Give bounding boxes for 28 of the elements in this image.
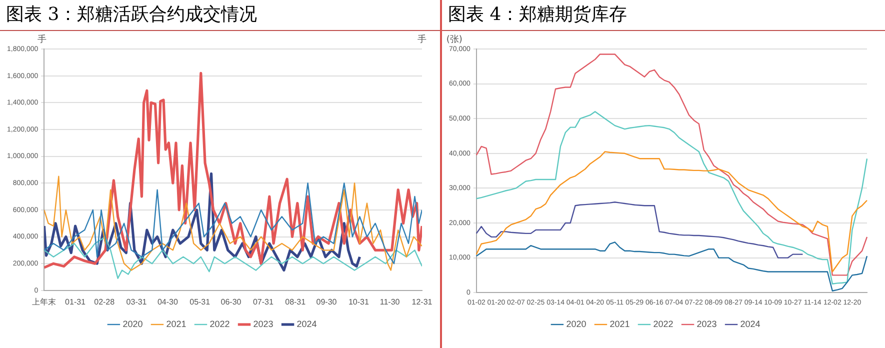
x-tick-label: 04-30 (157, 297, 178, 306)
legend-label: 2021 (166, 318, 186, 329)
x-tick-label: 08-31 (285, 297, 306, 306)
legend-label: 2022 (653, 318, 674, 329)
legend-label: 2023 (253, 318, 274, 329)
x-tick-label: 02-28 (94, 297, 116, 306)
x-tick-label: 03-31 (126, 297, 148, 306)
legend-label: 2023 (696, 318, 717, 329)
text: 手 (418, 34, 426, 45)
legend-label: 2020 (566, 318, 586, 329)
x-tick-label: 06-30 (220, 297, 242, 306)
y-axis-title: 手 (38, 34, 47, 45)
chart-title: 图表 4：郑糖期货库存 (442, 0, 885, 31)
x-tick-label: 05-31 (190, 297, 211, 306)
y-axis-title: (张) (446, 34, 462, 45)
x-tick-label: 12-31 (412, 297, 433, 306)
chart-title: 图表 3：郑糖活跃合约成交情况 (0, 0, 440, 31)
legend-label: 2024 (740, 318, 760, 329)
x-tick-label: 01-31 (65, 297, 86, 306)
legend-label: 2020 (122, 318, 143, 329)
legend-label: 2021 (610, 318, 630, 329)
x-tick-label: 11-30 (380, 297, 400, 306)
x-tick-label: 上年末 (32, 297, 56, 306)
legend-label: 2022 (210, 318, 230, 329)
x-tick-label: 07-31 (252, 297, 274, 306)
x-tick-label: 09-30 (316, 297, 338, 306)
x-tick-label: 10-31 (348, 297, 370, 306)
legend-label: 2024 (296, 318, 317, 329)
